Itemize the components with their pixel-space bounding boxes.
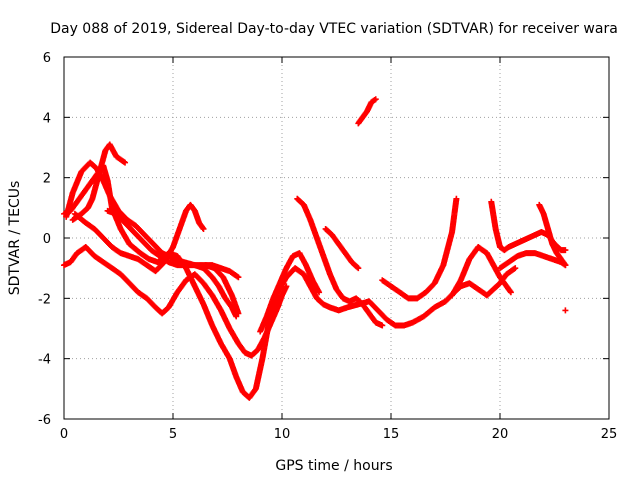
y-tick-label: 4 (43, 111, 51, 126)
x-tick-label: 15 (383, 427, 400, 442)
data-point (283, 283, 290, 290)
series-track-4 (71, 201, 207, 275)
axis-ticks: 0 5 10 15 20 25 -6 -4 -2 0 2 4 6 (38, 51, 617, 442)
data-point (122, 159, 129, 166)
data-point (235, 310, 242, 317)
data-point (512, 265, 519, 272)
series-track-6 (104, 207, 242, 281)
series-track-8 (257, 250, 323, 335)
series-track-13 (449, 244, 514, 299)
data-point (233, 313, 240, 320)
data-point (379, 322, 386, 329)
y-tick-label: -4 (38, 353, 51, 368)
x-tick-label: 25 (601, 427, 618, 442)
data-point (507, 289, 514, 296)
data-point (235, 274, 242, 281)
data-point (372, 96, 379, 103)
series-track-9 (294, 195, 386, 329)
data-point (200, 225, 207, 232)
series-outlier (562, 307, 569, 314)
data-point (562, 262, 569, 269)
series-track-12 (379, 195, 460, 302)
y-tick-label: -6 (38, 413, 51, 428)
x-tick-label: 0 (60, 427, 68, 442)
data-point (355, 265, 362, 272)
series-track-10 (322, 225, 362, 272)
data-point (562, 307, 569, 314)
series-track-2 (63, 159, 240, 320)
data-marks (61, 96, 569, 401)
y-tick-label: -2 (38, 292, 51, 307)
y-tick-label: 6 (43, 51, 51, 66)
series-track-11 (355, 96, 379, 127)
y-tick-label: 2 (43, 172, 51, 187)
y-axis-title: SDTVAR / TECUs (7, 181, 23, 296)
data-point (562, 247, 569, 254)
series-track-7 (202, 262, 242, 317)
x-tick-label: 10 (274, 427, 291, 442)
data-point (316, 289, 323, 296)
series-track-16 (536, 201, 569, 269)
x-tick-label: 20 (492, 427, 509, 442)
series-track-3 (69, 141, 129, 223)
series-track-5 (61, 244, 290, 359)
x-axis-title: GPS time / hours (275, 458, 392, 474)
data-point (354, 264, 361, 271)
chart-title: Day 088 of 2019, Sidereal Day-to-day VTE… (50, 21, 618, 37)
x-tick-label: 5 (169, 427, 177, 442)
y-tick-label: 0 (43, 232, 51, 247)
data-point (453, 195, 460, 202)
